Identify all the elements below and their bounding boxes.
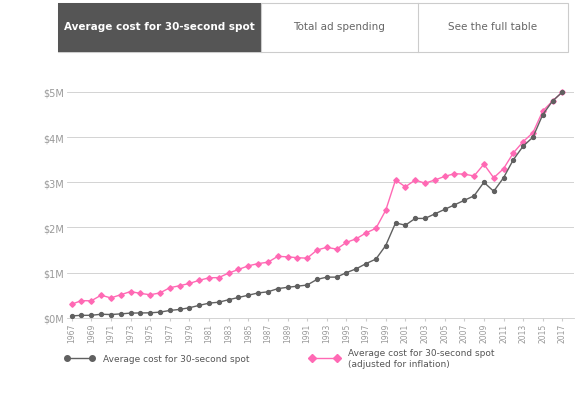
Text: Average cost for 30-second spot
(adjusted for inflation): Average cost for 30-second spot (adjuste… bbox=[347, 349, 494, 368]
FancyBboxPatch shape bbox=[58, 4, 568, 53]
FancyBboxPatch shape bbox=[58, 4, 261, 53]
Text: Total ad spending: Total ad spending bbox=[293, 22, 385, 32]
Text: See the full table: See the full table bbox=[448, 22, 538, 32]
Text: Average cost for 30-second spot: Average cost for 30-second spot bbox=[64, 22, 255, 32]
Text: Average cost for 30-second spot: Average cost for 30-second spot bbox=[103, 354, 249, 363]
